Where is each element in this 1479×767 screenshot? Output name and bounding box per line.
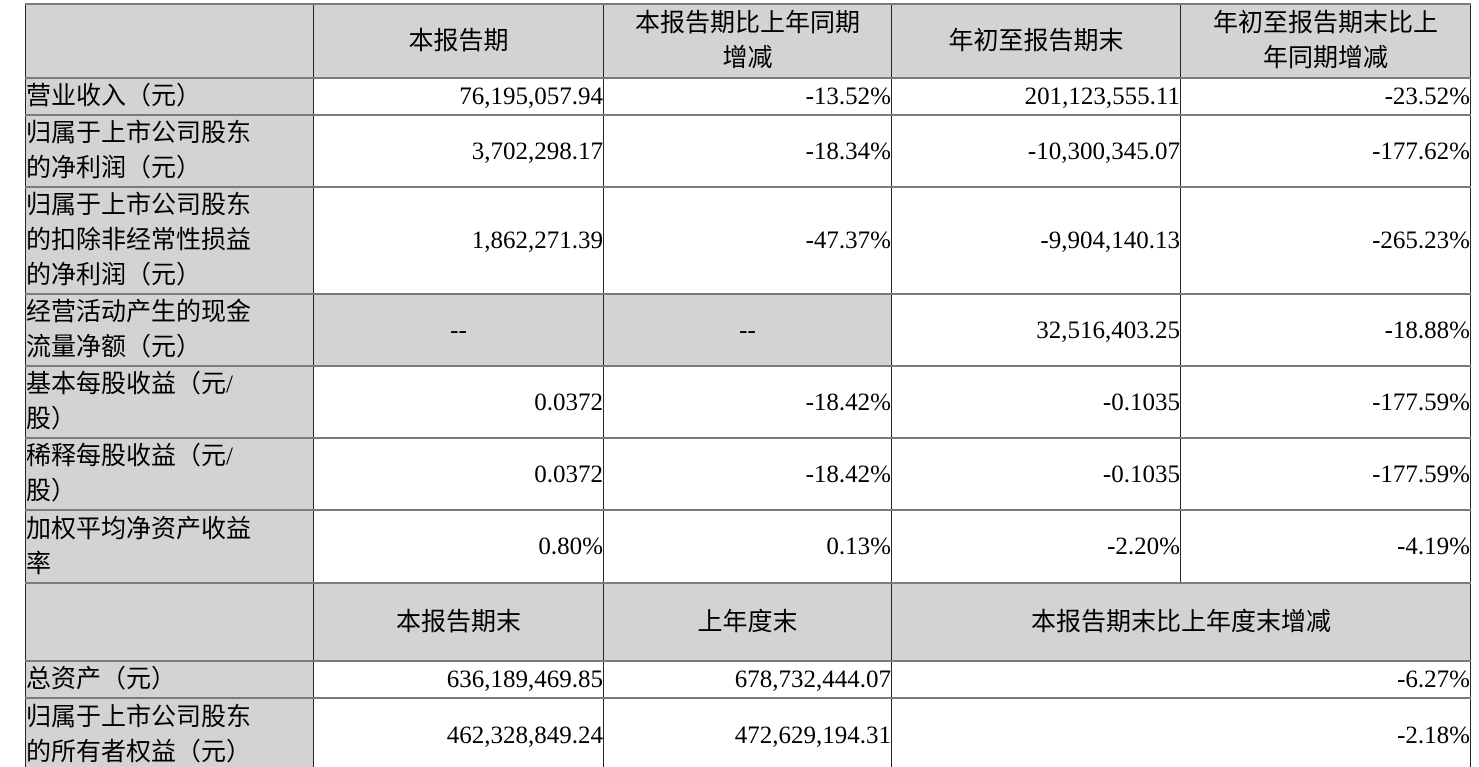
cell-value: 201,123,555.11 — [891, 77, 1181, 116]
col-header-ytd: 年初至报告期末 — [891, 3, 1181, 79]
cell-value: -177.62% — [1180, 114, 1471, 188]
cell-value: -23.52% — [1180, 77, 1471, 116]
section2-header-row: 本报告期末 上年度末 本报告期末比上年度末增减 — [25, 582, 1471, 662]
row-diluted-eps: 稀释每股收益（元/ 股） 0.0372 -18.42% -0.1035 -177… — [25, 437, 1471, 511]
cell-value: -18.42% — [603, 437, 892, 511]
row-label: 归属于上市公司股东 的净利润（元） — [25, 114, 314, 188]
cell-value: 0.0372 — [313, 437, 604, 511]
cell-value: -265.23% — [1180, 186, 1471, 295]
cell-value: 678,732,444.07 — [603, 660, 892, 699]
cell-value: -4.19% — [1180, 509, 1471, 584]
cell-value: -18.42% — [603, 365, 892, 439]
cell-value: -2.20% — [891, 509, 1181, 584]
row-label: 基本每股收益（元/ 股） — [25, 365, 314, 439]
cell-value: -10,300,345.07 — [891, 114, 1181, 188]
row-label: 营业收入（元） — [25, 77, 314, 116]
cell-value: -18.34% — [603, 114, 892, 188]
row-total-assets: 总资产（元） 636,189,469.85 678,732,444.07 -6.… — [25, 660, 1471, 699]
cell-value-na: -- — [313, 293, 604, 367]
cell-value: -177.59% — [1180, 437, 1471, 511]
row-weighted-avg-roe: 加权平均净资产收益 率 0.80% 0.13% -2.20% -4.19% — [25, 509, 1471, 584]
row-label: 经营活动产生的现金 流量净额（元） — [25, 293, 314, 367]
cell-value: -6.27% — [891, 660, 1471, 699]
row-label: 总资产（元） — [25, 660, 314, 699]
row-net-profit-attributable: 归属于上市公司股东 的净利润（元） 3,702,298.17 -18.34% -… — [25, 114, 1471, 188]
financial-summary-table: 本报告期 本报告期比上年同期 增减 年初至报告期末 年初至报告期末比上 年同期增… — [25, 3, 1471, 767]
cell-value: -18.88% — [1180, 293, 1471, 367]
cell-value: 0.13% — [603, 509, 892, 584]
row-label: 加权平均净资产收益 率 — [25, 509, 314, 584]
cell-value: 32,516,403.25 — [891, 293, 1181, 367]
cell-value: -0.1035 — [891, 437, 1181, 511]
row-operating-cash-flow: 经营活动产生的现金 流量净额（元） -- -- 32,516,403.25 -1… — [25, 293, 1471, 367]
row-owners-equity-attributable: 归属于上市公司股东 的所有者权益（元） 462,328,849.24 472,6… — [25, 697, 1471, 767]
section1-header-row: 本报告期 本报告期比上年同期 增减 年初至报告期末 年初至报告期末比上 年同期增… — [25, 3, 1471, 79]
col-header-current-period: 本报告期 — [313, 3, 604, 79]
col-header-end-of-period: 本报告期末 — [313, 582, 604, 662]
cell-value: -47.37% — [603, 186, 892, 295]
row-label: 归属于上市公司股东 的扣除非经常性损益 的净利润（元） — [25, 186, 314, 295]
cell-value: 0.0372 — [313, 365, 604, 439]
cell-value-na: -- — [603, 293, 892, 367]
row-label: 归属于上市公司股东 的所有者权益（元） — [25, 697, 314, 767]
row-operating-revenue: 营业收入（元） 76,195,057.94 -13.52% 201,123,55… — [25, 77, 1471, 116]
cell-value: -0.1035 — [891, 365, 1181, 439]
cell-value: -2.18% — [891, 697, 1471, 767]
cell-value: 76,195,057.94 — [313, 77, 604, 116]
cell-value: 3,702,298.17 — [313, 114, 604, 188]
cell-value: 1,862,271.39 — [313, 186, 604, 295]
cell-value: -9,904,140.13 — [891, 186, 1181, 295]
row-net-profit-excl-nonrecurring: 归属于上市公司股东 的扣除非经常性损益 的净利润（元） 1,862,271.39… — [25, 186, 1471, 295]
corner-cell — [25, 582, 314, 662]
cell-value: 472,629,194.31 — [603, 697, 892, 767]
row-label: 稀释每股收益（元/ 股） — [25, 437, 314, 511]
col-header-end-of-last-year: 上年度末 — [603, 582, 892, 662]
cell-value: 462,328,849.24 — [313, 697, 604, 767]
col-header-ytd-yoy-change: 年初至报告期末比上 年同期增减 — [1180, 3, 1471, 79]
cell-value: 0.80% — [313, 509, 604, 584]
corner-cell — [25, 3, 314, 79]
col-header-yoy-change: 本报告期比上年同期 增减 — [603, 3, 892, 79]
cell-value: -177.59% — [1180, 365, 1471, 439]
row-basic-eps: 基本每股收益（元/ 股） 0.0372 -18.42% -0.1035 -177… — [25, 365, 1471, 439]
cell-value: -13.52% — [603, 77, 892, 116]
cell-value: 636,189,469.85 — [313, 660, 604, 699]
col-header-period-vs-lastyear-change: 本报告期末比上年度末增减 — [891, 582, 1471, 662]
